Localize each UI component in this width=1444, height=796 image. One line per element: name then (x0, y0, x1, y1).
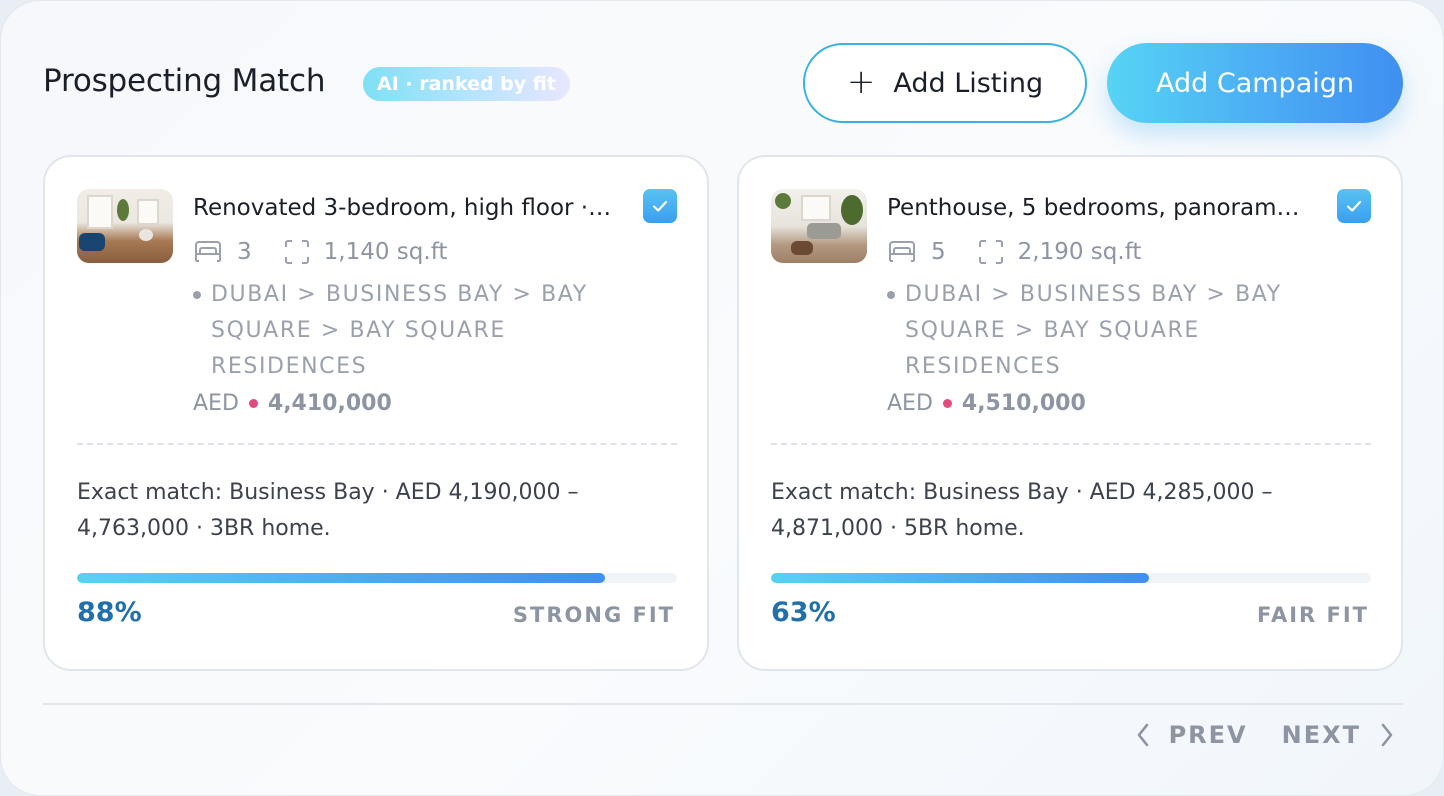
plus-icon: + (846, 61, 876, 102)
match-description: Exact match: Business Bay · AED 4,190,00… (77, 480, 579, 541)
location-text: DUBAI > BUSINESS BAY > BAY SQUARE > BAY … (211, 282, 588, 379)
add-campaign-button[interactable]: Add Campaign (1107, 43, 1403, 123)
location-text: DUBAI > BUSINESS BAY > BAY SQUARE > BAY … (905, 282, 1282, 379)
add-listing-button[interactable]: + Add Listing (803, 43, 1087, 123)
next-button[interactable]: NEXT (1282, 721, 1395, 749)
footer-divider (43, 703, 1403, 705)
fit-label: STRONG FIT (512, 603, 675, 627)
chevron-left-icon (1137, 723, 1148, 747)
chevron-right-icon (1381, 723, 1393, 747)
location-dot (193, 291, 201, 299)
listing-photo (771, 189, 867, 263)
area-icon (284, 240, 309, 264)
fit-progress-fill (771, 573, 1149, 583)
fit-progress-bar (77, 573, 677, 583)
prev-label: PREV (1168, 721, 1248, 749)
fit-percent: 63% (771, 597, 836, 628)
location-path: DUBAI > BUSINESS BAY > BAY SQUARE > BAY … (887, 277, 1307, 385)
prev-button[interactable]: PREV (1135, 721, 1248, 749)
price-currency: AED (193, 391, 239, 416)
listing-price: AED 4,510,000 (887, 391, 1086, 416)
next-label: NEXT (1281, 721, 1361, 749)
card-divider (77, 443, 677, 445)
listing-specs: 5 2,190 sq.ft (887, 235, 1141, 269)
beds-count: 3 (237, 239, 252, 265)
listing-price: AED 4,410,000 (193, 391, 392, 416)
location-path: DUBAI > BUSINESS BAY > BAY SQUARE > BAY … (193, 277, 613, 385)
page-title: Prospecting Match (43, 63, 326, 99)
bed-icon (195, 241, 221, 262)
beds-count: 5 (931, 239, 946, 265)
area-value: 1,140 sq.ft (323, 239, 448, 265)
check-icon (652, 200, 668, 212)
match-description: Exact match: Business Bay · AED 4,285,00… (771, 480, 1273, 541)
listing-photo (77, 189, 173, 263)
listing-card[interactable]: Penthouse, 5 bedrooms, panoram… 5 2,190 … (737, 155, 1403, 671)
select-checkbox[interactable] (1337, 189, 1371, 223)
area-icon (978, 240, 1003, 264)
price-amount: 4,510,000 (961, 391, 1086, 416)
check-icon (1346, 200, 1362, 212)
select-checkbox[interactable] (643, 189, 677, 223)
fit-progress-bar (771, 573, 1371, 583)
listing-specs: 3 1,140 sq.ft (193, 235, 447, 269)
price-dot (248, 399, 258, 408)
price-currency: AED (887, 391, 933, 416)
pagination: PREV NEXT (1135, 717, 1395, 753)
fit-percent: 88% (77, 597, 142, 628)
ai-ranked-badge: AI · ranked by fit (363, 67, 570, 101)
bed-icon (889, 241, 915, 262)
listing-title[interactable]: Penthouse, 5 bedrooms, panoram… (887, 195, 1300, 221)
price-amount: 4,410,000 (267, 391, 392, 416)
location-dot (887, 291, 895, 299)
fit-label: FAIR FIT (1257, 603, 1369, 627)
price-dot (942, 399, 952, 408)
add-listing-label: Add Listing (893, 67, 1044, 99)
listing-card[interactable]: Renovated 3-bedroom, high floor ·… 3 1,1… (43, 155, 709, 671)
card-divider (771, 443, 1371, 445)
area-value: 2,190 sq.ft (1017, 239, 1142, 265)
fit-progress-fill (77, 573, 605, 583)
listing-title[interactable]: Renovated 3-bedroom, high floor ·… (193, 195, 612, 221)
